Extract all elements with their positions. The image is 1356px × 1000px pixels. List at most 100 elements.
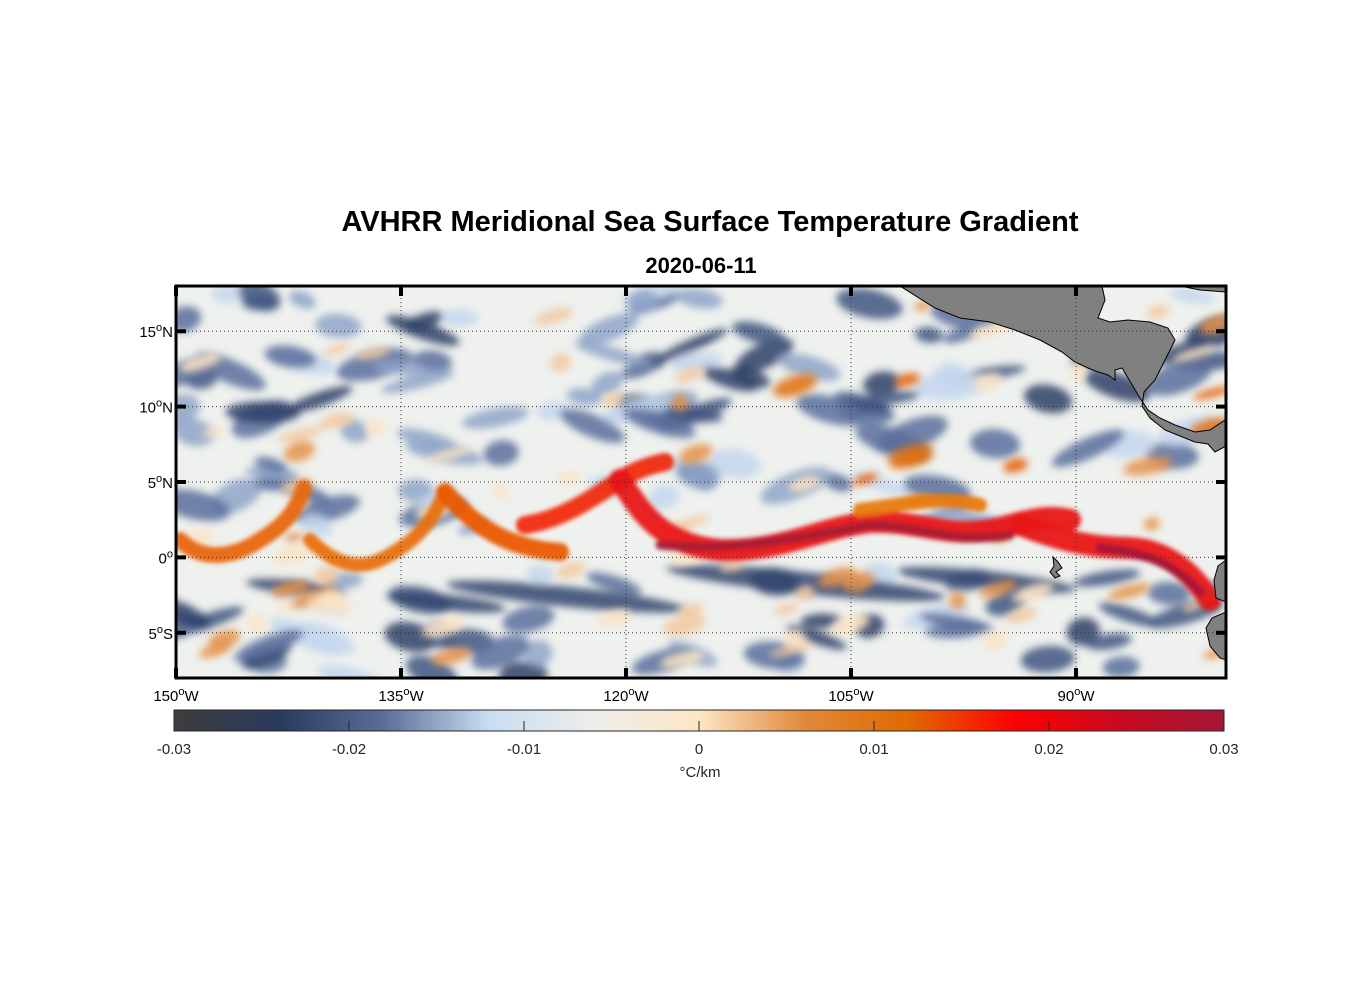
colorbar-tick-label: 0.02	[1034, 741, 1063, 758]
negative-patch	[970, 428, 1021, 459]
galapagos-islands	[1049, 555, 1063, 579]
front-segment	[853, 493, 987, 517]
positive-patch	[818, 566, 857, 588]
negative-patch	[853, 391, 921, 407]
positive-patch	[842, 571, 875, 593]
negative-patch	[288, 290, 316, 309]
positive-patch	[284, 532, 304, 542]
positive-patch	[283, 440, 315, 463]
x-tick-label: 150oW	[153, 686, 199, 705]
positive-patch	[556, 472, 582, 485]
negative-patch	[934, 362, 970, 390]
chart-title: AVHRR Meridional Sea Surface Temperature…	[341, 206, 1079, 238]
x-tick-label: 135oW	[378, 686, 424, 705]
sst-gradient-field	[176, 286, 1226, 678]
x-tick-label: 120oW	[603, 686, 649, 705]
positive-patch	[276, 426, 325, 442]
colorbar-ticks: -0.03 -0.02 -0.01 0 0.01 0.02 0.03	[157, 721, 1239, 758]
chart-subtitle: 2020-06-11	[645, 253, 757, 278]
positive-patch	[773, 603, 799, 615]
negative-patch	[1066, 617, 1100, 646]
negative-patch	[591, 371, 623, 395]
positive-patch	[914, 300, 931, 312]
positive-patch	[1003, 458, 1028, 473]
positive-patch	[550, 353, 571, 372]
negative-patch	[559, 408, 625, 443]
positive-patch	[949, 591, 966, 610]
colorbar-tick-label: 0	[695, 741, 703, 758]
positive-patch	[829, 614, 870, 635]
negative-patch	[675, 459, 721, 489]
front-segment	[176, 480, 312, 563]
positive-patch	[1143, 517, 1160, 531]
negative-patch	[579, 313, 639, 346]
x-tick-label: 105oW	[828, 686, 874, 705]
negative-patch	[471, 635, 530, 670]
colorbar-tick-label: 0.03	[1209, 741, 1238, 758]
positive-patch	[365, 419, 385, 437]
colorbar-tick-label: -0.02	[332, 741, 366, 758]
positive-patch	[1182, 600, 1205, 612]
positive-patch	[718, 561, 745, 572]
positive-patch	[319, 412, 354, 429]
negative-patch	[649, 484, 680, 510]
positive-patch	[601, 392, 625, 407]
negative-patch	[824, 473, 853, 492]
positive-patch	[270, 580, 310, 598]
negative-patch	[566, 387, 602, 406]
negative-patch	[796, 394, 867, 426]
negative-patch	[1024, 384, 1073, 414]
y-tick-label: 15oN	[139, 322, 173, 341]
negative-patch	[294, 621, 355, 655]
axis-labels: 150oW 135oW 120oW 105oW 90oW 15oN 10oN 5oN 0o 5oS	[139, 322, 1095, 705]
positive-patch	[973, 372, 1003, 392]
negative-patch	[254, 456, 288, 473]
positive-patch	[983, 630, 1007, 651]
negative-patch	[441, 309, 479, 327]
front-segment	[303, 485, 452, 572]
negative-patch	[1170, 288, 1216, 304]
positive-patch	[677, 603, 703, 618]
positive-patch	[533, 307, 574, 326]
negative-patch	[524, 640, 553, 667]
positive-patch	[247, 614, 266, 633]
y-tick-label: 5oS	[149, 624, 173, 643]
positive-patch	[887, 443, 934, 466]
negative-patch	[286, 386, 353, 413]
negative-patch	[1147, 581, 1191, 605]
negative-patch	[525, 565, 555, 585]
positive-patch	[202, 425, 226, 438]
positive-patch	[1012, 582, 1055, 604]
negative-patch	[735, 338, 794, 373]
negative-patch	[586, 572, 642, 595]
colorbar-tick-label: 0.01	[859, 741, 888, 758]
negative-patch	[340, 419, 369, 443]
negative-patch	[836, 288, 903, 320]
colorbar-tick-label: -0.03	[157, 741, 191, 758]
negative-patch	[300, 514, 333, 537]
positive-patch	[1146, 304, 1169, 320]
positive-patch	[679, 443, 713, 464]
negative-band	[386, 592, 506, 613]
negative-patch	[709, 448, 761, 479]
positive-patch	[769, 643, 814, 657]
graticule	[176, 286, 1226, 678]
positive-patch	[663, 614, 707, 637]
positive-patch	[274, 544, 311, 565]
negative-patch	[176, 596, 211, 629]
negative-patch	[1085, 633, 1132, 651]
positive-patch	[1123, 456, 1173, 476]
negative-patch	[437, 628, 495, 653]
negative-patch	[654, 328, 728, 363]
negative-band	[666, 564, 946, 602]
positive-patch	[556, 561, 586, 579]
front-segment	[436, 483, 569, 561]
positive-patch	[1006, 607, 1037, 624]
negative-patch	[863, 371, 900, 396]
positive-patch	[179, 352, 222, 373]
negative-patch	[777, 353, 841, 381]
positive-patch	[795, 585, 815, 602]
negative-patch	[461, 406, 529, 429]
positive-patch	[306, 593, 338, 614]
